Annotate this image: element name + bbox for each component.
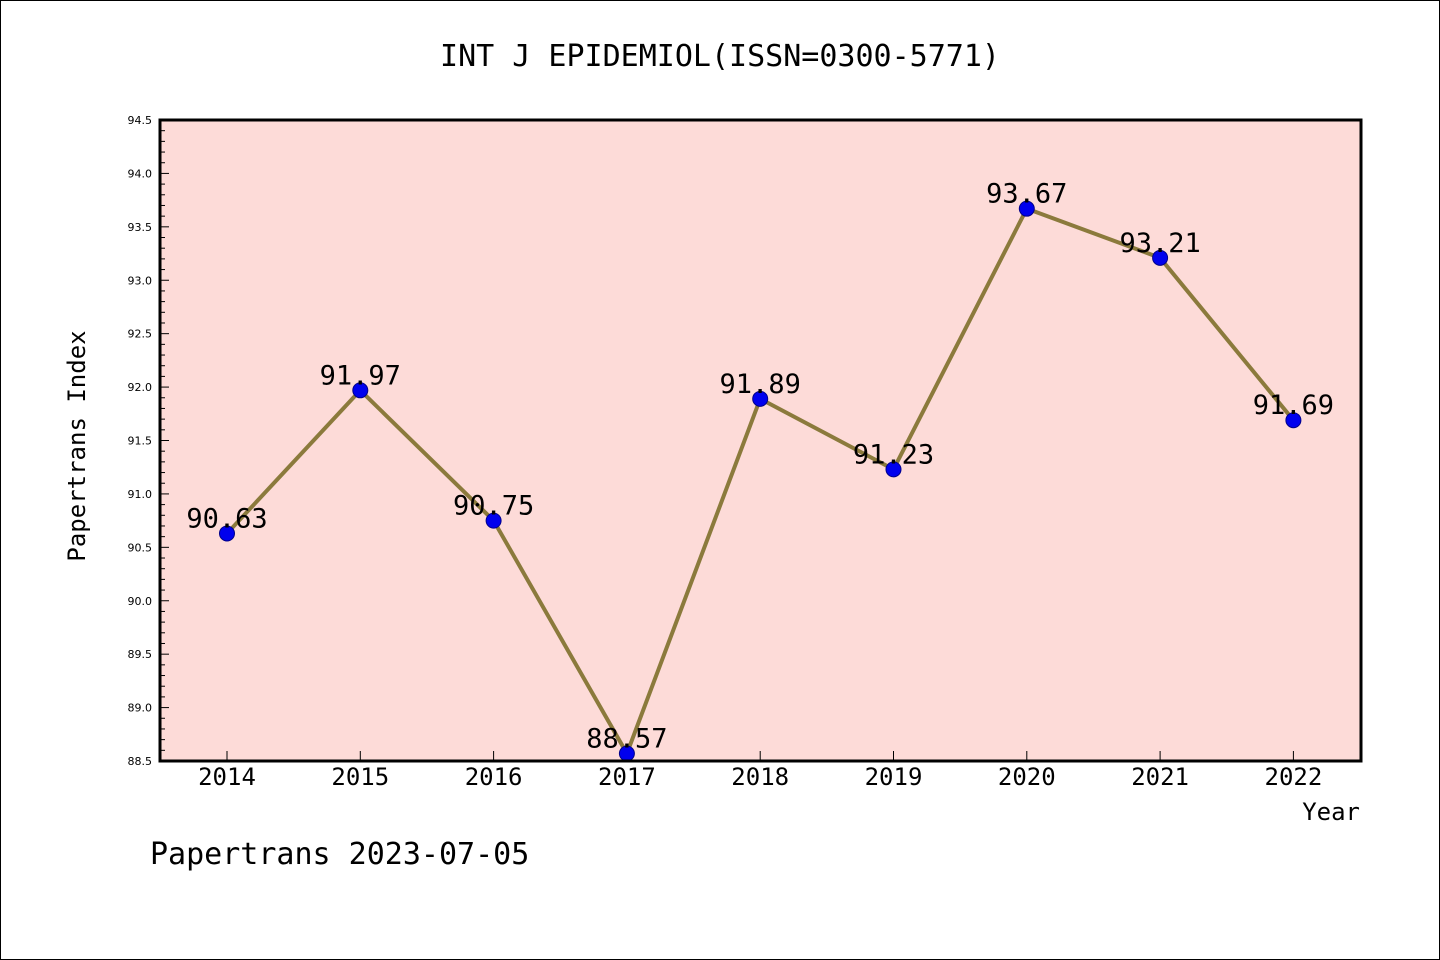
data-point [485, 512, 502, 529]
y-tick-label: 90.0 [128, 595, 153, 608]
x-tick-label: 2021 [1131, 763, 1189, 791]
data-point [1152, 249, 1169, 266]
x-tick-label: 2019 [865, 763, 923, 791]
x-tick-label: 2020 [998, 763, 1056, 791]
data-label: 93.21 [1119, 228, 1200, 259]
data-label: 91.97 [320, 360, 401, 391]
data-point [1018, 200, 1035, 217]
data-points [219, 200, 1302, 762]
data-point [352, 382, 369, 399]
x-tick-label: 2016 [465, 763, 523, 791]
x-tick-label: 2017 [598, 763, 656, 791]
x-tick-label: 2018 [731, 763, 789, 791]
y-tick-label: 91.5 [128, 435, 153, 448]
x-axis: 2014 2015 2016 2017 2018 2019 2020 2021 2022 [198, 751, 1322, 791]
y-tick-label: 91.0 [128, 488, 153, 501]
data-point [752, 390, 769, 407]
data-label: 90.63 [186, 503, 267, 534]
data-label: 91.23 [853, 439, 934, 470]
y-tick-label: 92.0 [128, 381, 153, 394]
data-label: 90.75 [453, 491, 534, 522]
y-axis-label: Papertrans Index [63, 330, 91, 561]
data-point [1285, 412, 1302, 429]
y-tick-label: 94.0 [128, 167, 153, 180]
data-label: 91.69 [1253, 390, 1334, 421]
x-tick-label: 2015 [331, 763, 389, 791]
x-axis-label: Year [1302, 798, 1360, 826]
y-tick-label: 88.5 [128, 755, 153, 768]
plot-border [158, 118, 1363, 763]
footer-text: Papertrans 2023-07-05 [150, 837, 529, 872]
data-label: 91.89 [720, 369, 801, 400]
y-tick-label: 89.0 [128, 702, 153, 715]
data-point [885, 461, 902, 478]
x-tick-label: 2014 [198, 763, 256, 791]
data-point [219, 525, 235, 542]
y-tick-label: 90.5 [128, 541, 153, 554]
data-label: 88.57 [586, 724, 667, 755]
data-labels: 90.63 91.97 90.75 88.57 91.89 91.23 93.67 93.21… [186, 179, 1334, 755]
x-tick-label: 2022 [1265, 763, 1323, 791]
y-tick-label: 89.5 [128, 648, 153, 661]
y-tick-label: 92.5 [128, 328, 153, 341]
data-label: 93.67 [986, 179, 1067, 210]
plot-area [160, 120, 1361, 761]
y-tick-label: 93.0 [128, 274, 153, 287]
y-tick-label: 94.5 [128, 114, 153, 127]
chart-title: INT J EPIDEMIOL(ISSN=0300-5771) [440, 39, 1000, 74]
y-tick-label: 93.5 [128, 221, 153, 234]
